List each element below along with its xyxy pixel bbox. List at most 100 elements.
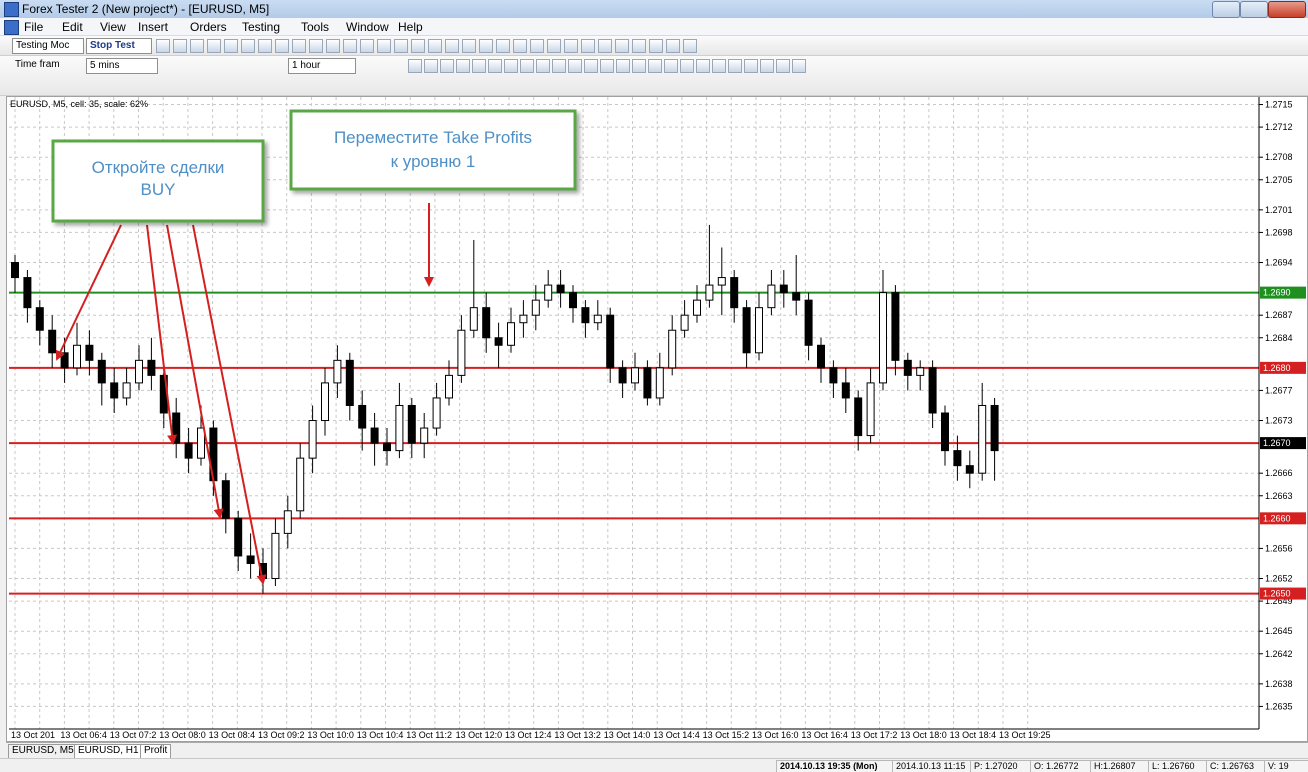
toolbar-icon[interactable] (632, 59, 646, 73)
mode-select[interactable]: Testing Moc (12, 38, 84, 54)
window-title: Forex Tester 2 (New project*) - [EURUSD,… (22, 2, 270, 16)
candle-body (184, 442, 193, 459)
minimize-button[interactable] (1212, 1, 1240, 18)
y-tick-label: 1.2673 (1265, 416, 1293, 426)
candle-body (345, 359, 354, 406)
toolbar-icon[interactable] (504, 59, 518, 73)
toolbar-icon[interactable] (760, 59, 774, 73)
menu-bar: File Edit View Insert Orders Testing Tools Wind… (0, 18, 1308, 36)
menu-item[interactable]: Help (398, 20, 423, 34)
toolbar-icon[interactable] (156, 39, 170, 53)
toolbar-icon[interactable] (309, 39, 323, 53)
toolbar-icon[interactable] (530, 39, 544, 53)
toolbar-icon[interactable] (190, 39, 204, 53)
menu-item[interactable]: File (24, 20, 44, 34)
toolbar-icon[interactable] (728, 59, 742, 73)
toolbar-icon[interactable] (241, 39, 255, 53)
menu-item[interactable]: View (100, 20, 126, 34)
toolbar-icon[interactable] (173, 39, 187, 53)
toolbar-icon[interactable] (552, 59, 566, 73)
toolbar-icon[interactable] (479, 39, 493, 53)
candle-body (383, 442, 391, 452)
toolbar-icon[interactable] (472, 59, 486, 73)
chart-tabs: EURUSD, M5 EURUSD, H1 Profit (6, 742, 1308, 760)
x-tick-label: 13 Oct 201 (11, 730, 55, 740)
toolbar-icon[interactable] (292, 39, 306, 53)
toolbar-icon[interactable] (648, 59, 662, 73)
toolbar-icon[interactable] (224, 39, 238, 53)
toolbar-icon[interactable] (440, 59, 454, 73)
toolbar-icon[interactable] (513, 39, 527, 53)
toolbar-icon[interactable] (520, 59, 534, 73)
menu-item[interactable]: Tools (301, 20, 330, 34)
x-tick-label: 13 Oct 14:4 (653, 730, 700, 740)
toolbar-icon[interactable] (581, 39, 595, 53)
toolbar-icon[interactable] (275, 39, 289, 53)
toolbar-icon[interactable] (462, 39, 476, 53)
toolbar-icon[interactable] (615, 39, 629, 53)
callout-text: к уровню 1 (391, 152, 476, 171)
toolbar-icon[interactable] (456, 59, 470, 73)
toolbar-icon[interactable] (445, 39, 459, 53)
candle-body (928, 367, 937, 414)
toolbar-icon[interactable] (584, 59, 598, 73)
menu-item[interactable]: Window (346, 20, 389, 34)
candle-body (395, 404, 404, 452)
toolbar-icon[interactable] (360, 39, 374, 53)
price-level-label: 1.2670 (1263, 438, 1291, 448)
close-button[interactable] (1268, 1, 1306, 18)
toolbar-icon[interactable] (649, 39, 663, 53)
toolbar-icon[interactable] (776, 59, 790, 73)
menu-item[interactable]: Edit (62, 20, 83, 34)
candle-body (73, 344, 81, 369)
candle-body (792, 292, 801, 301)
toolbar-icon[interactable] (424, 59, 438, 73)
toolbar-icon[interactable] (326, 39, 340, 53)
toolbar-icon[interactable] (377, 39, 391, 53)
toolbar-icon[interactable] (564, 39, 578, 53)
x-tick-label: 13 Oct 13:2 (554, 730, 601, 740)
toolbar-icon[interactable] (411, 39, 425, 53)
toolbar-icon[interactable] (792, 59, 806, 73)
toolbar-icon[interactable] (488, 59, 502, 73)
candle-body (271, 532, 280, 580)
toolbar-icon[interactable] (712, 59, 726, 73)
maximize-button[interactable] (1240, 1, 1268, 18)
toolbar-icon[interactable] (496, 39, 510, 53)
toolbar-icon[interactable] (343, 39, 357, 53)
toolbar-icon[interactable] (600, 59, 614, 73)
menu-item[interactable]: Testing (242, 20, 281, 34)
toolbar-icon[interactable] (547, 39, 561, 53)
toolbar-icon[interactable] (598, 39, 612, 53)
candle-body (606, 314, 615, 369)
y-tick-label: 1.2684 (1265, 333, 1293, 343)
toolbar-icon[interactable] (744, 59, 758, 73)
menu-item[interactable]: Orders (190, 20, 227, 34)
stop-test-button[interactable]: Stop Test (86, 38, 152, 54)
toolbar-icon[interactable] (696, 59, 710, 73)
y-tick-label: 1.2638 (1265, 679, 1293, 689)
toolbar-icon[interactable] (632, 39, 646, 53)
timeframe-select[interactable]: 5 mins (86, 58, 158, 74)
x-tick-label: 13 Oct 16:4 (801, 730, 848, 740)
x-tick-label: 13 Oct 18:0 (900, 730, 947, 740)
toolbar-icon[interactable] (616, 59, 630, 73)
toolbar-icon[interactable] (408, 59, 422, 73)
toolbar-icon[interactable] (666, 39, 680, 53)
candle-body (569, 292, 577, 309)
y-tick-label: 1.2715 (1265, 100, 1293, 110)
menu-item[interactable]: Insert (138, 20, 169, 34)
y-tick-label: 1.2663 (1265, 491, 1293, 501)
toolbar-icon[interactable] (568, 59, 582, 73)
toolbar-icon[interactable] (428, 39, 442, 53)
toolbar-icon[interactable] (664, 59, 678, 73)
y-tick-label: 1.2687 (1265, 310, 1293, 320)
interval-select[interactable]: 1 hour (288, 58, 356, 74)
toolbar-icon[interactable] (258, 39, 272, 53)
toolbar-icon[interactable] (207, 39, 221, 53)
toolbar-icon[interactable] (680, 59, 694, 73)
toolbar-icon[interactable] (394, 39, 408, 53)
toolbar-icon[interactable] (536, 59, 550, 73)
toolbar-icon[interactable] (683, 39, 697, 53)
candle-body (60, 352, 69, 369)
